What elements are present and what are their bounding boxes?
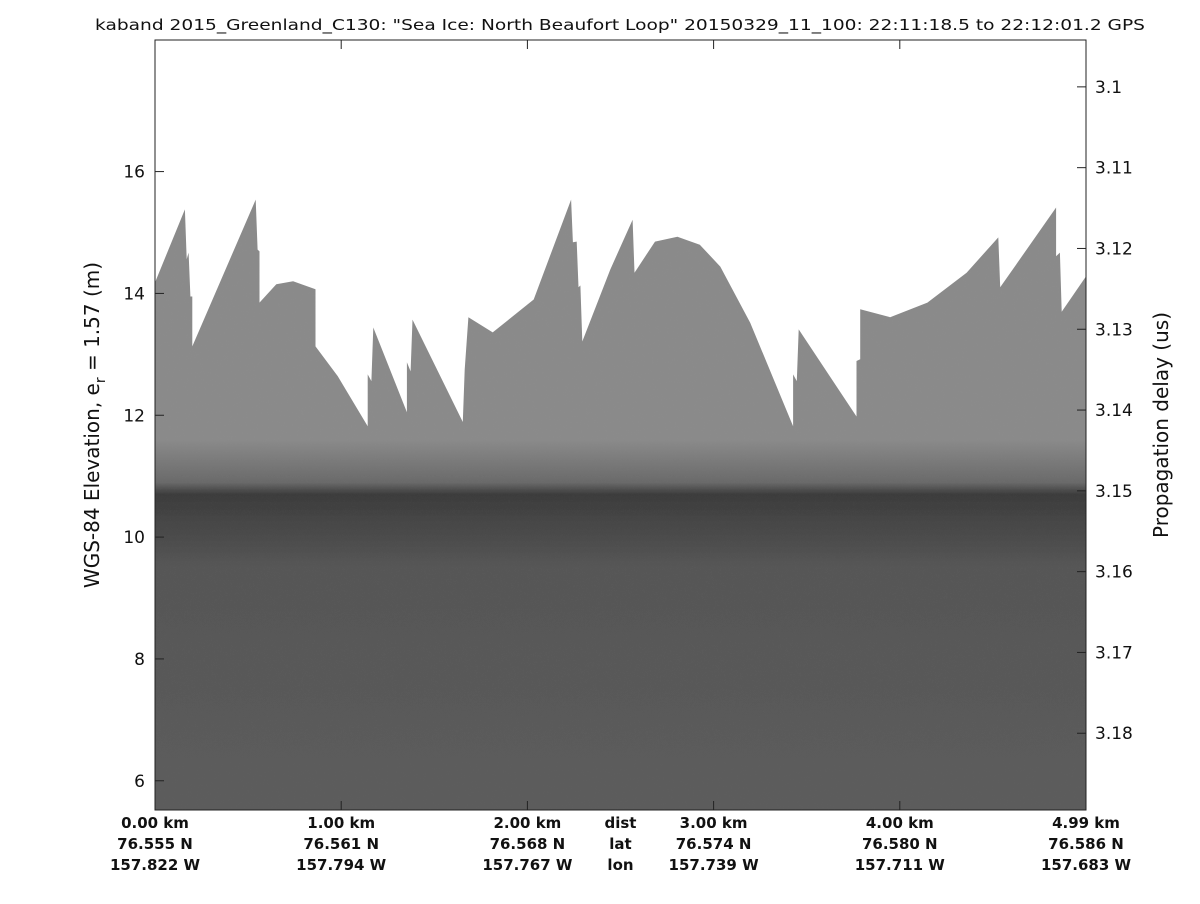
y-right-tick-label: 3.14	[1095, 401, 1133, 421]
plot-area	[155, 40, 1086, 810]
x-row-label: lat	[609, 835, 631, 853]
y-tick-label: 8	[134, 650, 145, 670]
y-tick-label: 10	[123, 528, 145, 548]
y-tick-label: 14	[123, 284, 145, 304]
y-right-tick-label: 3.13	[1095, 320, 1133, 340]
y-right-tick-label: 3.16	[1095, 563, 1133, 583]
x-label-lat: 76.555 N	[117, 835, 193, 853]
y-axis-label: WGS-84 Elevation, er = 1.57 (m)	[80, 262, 109, 588]
x-label-lon: 157.739 W	[669, 856, 760, 874]
x-label-lat: 76.574 N	[676, 835, 752, 853]
x-label-lat: 76.561 N	[303, 835, 379, 853]
x-label-dist: 2.00 km	[493, 814, 561, 832]
x-label-dist: 3.00 km	[680, 814, 748, 832]
y-right-tick-label: 3.12	[1095, 239, 1133, 259]
x-label-lat: 76.586 N	[1048, 835, 1124, 853]
y-right-tick-label: 3.18	[1095, 724, 1133, 744]
y-right-tick-label: 3.15	[1095, 482, 1133, 502]
x-label-dist: 1.00 km	[307, 814, 375, 832]
x-row-label: lon	[607, 856, 633, 874]
x-label-lon: 157.683 W	[1041, 856, 1132, 874]
y-right-tick-label: 3.11	[1095, 159, 1133, 179]
x-label-lon: 157.767 W	[482, 856, 573, 874]
x-label-lon: 157.822 W	[110, 856, 201, 874]
x-label-lon: 157.794 W	[296, 856, 387, 874]
x-label-dist: 4.99 km	[1052, 814, 1120, 832]
y-right-tick-label: 3.1	[1095, 78, 1122, 98]
chart-title: kaband 2015_Greenland_C130: "Sea Ice: No…	[95, 16, 1145, 35]
axes-frame	[154, 39, 1087, 811]
x-label-lon: 157.711 W	[855, 856, 946, 874]
y-tick-label: 12	[123, 406, 145, 426]
y-tick-label: 16	[123, 163, 145, 183]
x-label-dist: 4.00 km	[866, 814, 934, 832]
x-label-lat: 76.580 N	[862, 835, 938, 853]
y-axis-right-label: Propagation delay (us)	[1149, 312, 1173, 538]
x-row-label: dist	[605, 814, 637, 832]
y-tick-label: 6	[134, 772, 145, 792]
x-label-lat: 76.568 N	[490, 835, 566, 853]
x-label-dist: 0.00 km	[121, 814, 189, 832]
no-data-region	[155, 40, 1086, 427]
y-right-tick-label: 3.17	[1095, 643, 1133, 663]
